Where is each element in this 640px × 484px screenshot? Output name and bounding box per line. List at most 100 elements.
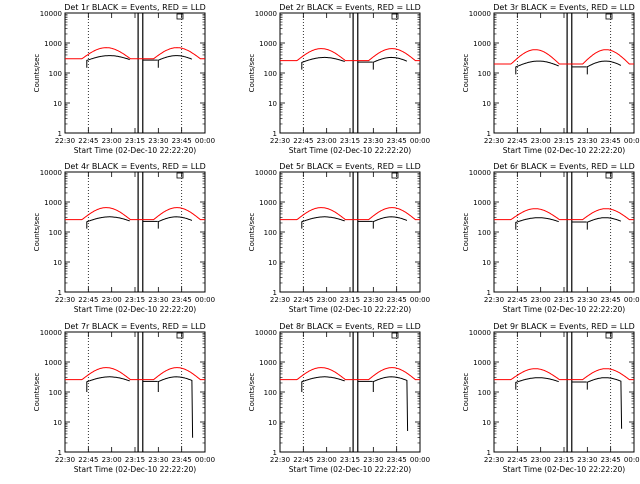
- events-series-line: [586, 60, 622, 75]
- y-tick-label: 10: [53, 259, 62, 267]
- y-tick-label: 10: [268, 419, 277, 427]
- y-tick-label: 100: [49, 229, 62, 237]
- x-tick-label: 00:00: [410, 456, 430, 464]
- x-tick-label: 00:00: [410, 137, 430, 145]
- x-tick-label: 22:30: [270, 296, 290, 304]
- y-axis-label: Counts/sec: [248, 54, 256, 93]
- events-series-line: [301, 56, 345, 70]
- y-tick-label: 100: [264, 229, 277, 237]
- events-series-line: [372, 376, 409, 432]
- y-tick-label: 1000: [44, 199, 62, 207]
- x-tick-label: 22:45: [78, 456, 98, 464]
- plot-frame: [64, 331, 206, 453]
- events-series-line: [157, 216, 193, 229]
- y-tick-label: 10000: [255, 10, 277, 18]
- x-tick-label: 00:00: [410, 296, 430, 304]
- y-tick-label: 1000: [259, 199, 277, 207]
- x-axis-label: Start Time (02-Dec-10 22:22:20): [503, 465, 625, 474]
- x-tick-label: 23:00: [102, 456, 122, 464]
- x-tick-label: 00:00: [624, 137, 640, 145]
- x-tick-label: 23:45: [172, 296, 192, 304]
- events-series-line: [372, 56, 408, 70]
- lld-series-line: [280, 367, 420, 381]
- y-axis-label: Counts/sec: [33, 54, 41, 93]
- legend-box: [605, 332, 613, 339]
- events-series-line: [301, 376, 345, 392]
- x-tick-label: 22:30: [484, 296, 504, 304]
- y-axis-label: Counts/sec: [248, 373, 256, 412]
- x-tick-label: 23:30: [148, 456, 168, 464]
- panel-title: Det 8r BLACK = Events, RED = LLD: [279, 322, 421, 331]
- legend-box: [176, 172, 184, 179]
- plot-frame: [279, 12, 421, 134]
- x-tick-label: 22:45: [293, 296, 313, 304]
- events-series-line: [586, 217, 622, 230]
- lld-series-line: [494, 368, 634, 381]
- x-tick-label: 00:00: [195, 456, 215, 464]
- x-tick-label: 23:00: [317, 456, 337, 464]
- legend-box: [391, 172, 399, 179]
- x-tick-label: 00:00: [195, 296, 215, 304]
- detector-panel: Det 2r BLACK = Events, RED = LLD 1 10 100 10…: [248, 3, 430, 155]
- legend-box: [605, 172, 613, 179]
- y-tick-label: 1: [273, 289, 277, 297]
- detector-panel: Det 9r BLACK = Events, RED = LLD 1 10 100 10…: [462, 322, 640, 474]
- x-tick-label: 23:15: [340, 456, 360, 464]
- y-tick-label: 10: [482, 259, 491, 267]
- x-tick-label: 23:00: [317, 137, 337, 145]
- plot-frame: [279, 171, 421, 293]
- x-tick-label: 23:15: [125, 456, 145, 464]
- y-tick-label: 10000: [40, 329, 62, 337]
- x-tick-label: 23:00: [102, 296, 122, 304]
- events-series-line: [515, 60, 559, 75]
- legend-box: [605, 13, 613, 20]
- y-tick-label: 10: [53, 419, 62, 427]
- y-tick-label: 10000: [40, 169, 62, 177]
- y-tick-label: 10000: [469, 169, 491, 177]
- plot-frame: [493, 12, 635, 134]
- y-tick-label: 100: [264, 70, 277, 78]
- detector-panel: Det 1r BLACK = Events, RED = LLD 1 10 100 10…: [33, 3, 215, 155]
- x-tick-label: 22:45: [507, 296, 527, 304]
- x-tick-label: 23:30: [577, 456, 597, 464]
- panel-title: Det 5r BLACK = Events, RED = LLD: [279, 162, 421, 171]
- y-tick-label: 1: [58, 449, 62, 457]
- y-tick-label: 100: [49, 70, 62, 78]
- y-tick-label: 100: [478, 389, 491, 397]
- panel-title: Det 4r BLACK = Events, RED = LLD: [64, 162, 206, 171]
- y-axis-label: Counts/sec: [462, 54, 470, 93]
- x-tick-label: 23:30: [363, 296, 383, 304]
- lld-series-line: [280, 48, 420, 62]
- y-tick-label: 1: [58, 289, 62, 297]
- x-axis-label: Start Time (02-Dec-10 22:22:20): [503, 146, 625, 155]
- x-tick-label: 22:30: [270, 137, 290, 145]
- detector-panel: Det 3r BLACK = Events, RED = LLD 1 10 100 10…: [462, 3, 640, 155]
- plot-frame: [279, 331, 421, 453]
- lld-series-line: [494, 208, 634, 221]
- x-tick-label: 23:45: [601, 456, 621, 464]
- panel-title: Det 2r BLACK = Events, RED = LLD: [279, 3, 421, 12]
- x-tick-label: 22:45: [507, 456, 527, 464]
- y-tick-label: 1000: [44, 359, 62, 367]
- x-tick-label: 22:30: [484, 137, 504, 145]
- y-tick-label: 10000: [255, 169, 277, 177]
- x-tick-label: 23:30: [577, 137, 597, 145]
- y-tick-label: 1000: [473, 359, 491, 367]
- x-tick-label: 23:00: [102, 137, 122, 145]
- x-tick-label: 22:30: [270, 456, 290, 464]
- x-tick-label: 23:15: [554, 296, 574, 304]
- lld-series-line: [280, 207, 420, 221]
- y-tick-label: 1: [273, 449, 277, 457]
- events-series-line: [86, 216, 130, 229]
- x-tick-label: 22:45: [293, 456, 313, 464]
- x-tick-label: 23:15: [125, 296, 145, 304]
- x-axis-label: Start Time (02-Dec-10 22:22:20): [289, 465, 411, 474]
- plot-frame: [493, 331, 635, 453]
- panel-title: Det 9r BLACK = Events, RED = LLD: [493, 322, 635, 331]
- x-tick-label: 22:30: [55, 137, 75, 145]
- y-tick-label: 1000: [259, 40, 277, 48]
- x-tick-label: 00:00: [624, 456, 640, 464]
- y-tick-label: 10: [482, 419, 491, 427]
- x-tick-label: 22:45: [507, 137, 527, 145]
